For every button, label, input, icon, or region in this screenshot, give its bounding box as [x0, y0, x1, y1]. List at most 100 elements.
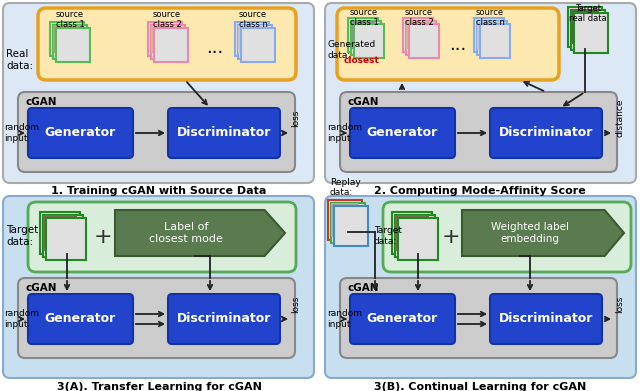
Text: 3(B). Continual Learning for cGAN: 3(B). Continual Learning for cGAN: [374, 382, 586, 391]
Bar: [571, 10, 599, 44]
FancyBboxPatch shape: [490, 294, 602, 344]
Bar: [392, 212, 432, 254]
Text: Discriminator: Discriminator: [499, 312, 593, 325]
Bar: [331, 203, 365, 243]
Text: 1. Training cGAN with Source Data: 1. Training cGAN with Source Data: [51, 186, 267, 196]
Bar: [43, 215, 77, 251]
FancyBboxPatch shape: [490, 108, 602, 158]
Text: random
input: random input: [327, 123, 362, 143]
FancyBboxPatch shape: [340, 278, 617, 358]
Text: cGAN: cGAN: [347, 97, 378, 107]
Text: source
class 1: source class 1: [349, 8, 378, 27]
Text: loss: loss: [616, 295, 625, 313]
FancyBboxPatch shape: [337, 8, 559, 80]
Text: ...: ...: [449, 36, 467, 54]
Text: 3(A). Transfer Learning for cGAN: 3(A). Transfer Learning for cGAN: [56, 382, 261, 391]
FancyBboxPatch shape: [18, 92, 295, 172]
Bar: [238, 25, 266, 53]
FancyBboxPatch shape: [340, 92, 617, 172]
Bar: [56, 28, 90, 62]
Text: distance: distance: [616, 99, 625, 137]
Bar: [238, 25, 272, 59]
Bar: [398, 218, 438, 260]
Bar: [328, 200, 362, 240]
Text: source
class 2: source class 2: [152, 10, 181, 29]
Text: Generator: Generator: [366, 127, 438, 140]
Bar: [409, 24, 439, 58]
Text: Discriminator: Discriminator: [177, 127, 271, 140]
Bar: [53, 25, 81, 53]
Text: source
class n: source class n: [476, 8, 504, 27]
Bar: [148, 22, 182, 56]
Text: Real
data:: Real data:: [6, 49, 33, 71]
Text: source
class n: source class n: [239, 10, 268, 29]
Bar: [235, 22, 269, 56]
Bar: [477, 21, 501, 49]
Bar: [50, 22, 84, 56]
FancyBboxPatch shape: [28, 294, 133, 344]
Bar: [574, 13, 608, 53]
Bar: [477, 21, 507, 55]
Text: Discriminator: Discriminator: [499, 127, 593, 140]
Text: Target
data:: Target data:: [374, 226, 402, 246]
Text: 2. Computing Mode-Affinity Score: 2. Computing Mode-Affinity Score: [374, 186, 586, 196]
Bar: [46, 218, 86, 260]
Bar: [154, 28, 188, 62]
Text: Label of
closest mode: Label of closest mode: [150, 222, 223, 244]
Text: cGAN: cGAN: [25, 97, 56, 107]
Text: random
input: random input: [4, 123, 39, 143]
Text: Target
real data: Target real data: [569, 4, 607, 23]
Bar: [331, 203, 359, 237]
Bar: [354, 24, 384, 58]
Polygon shape: [115, 210, 285, 256]
Bar: [568, 7, 602, 47]
Bar: [395, 215, 429, 251]
FancyBboxPatch shape: [18, 278, 295, 358]
Text: Target
data:: Target data:: [6, 225, 38, 247]
Polygon shape: [462, 210, 624, 256]
Text: source
class 2: source class 2: [404, 8, 433, 27]
FancyBboxPatch shape: [168, 108, 280, 158]
Text: random
input: random input: [4, 309, 39, 329]
Text: ...: ...: [206, 39, 223, 57]
FancyBboxPatch shape: [28, 108, 133, 158]
FancyBboxPatch shape: [383, 202, 631, 272]
Text: Generator: Generator: [44, 127, 116, 140]
FancyBboxPatch shape: [350, 108, 455, 158]
FancyBboxPatch shape: [325, 3, 636, 183]
FancyBboxPatch shape: [325, 196, 636, 378]
Bar: [151, 25, 185, 59]
Text: +: +: [93, 227, 112, 247]
FancyBboxPatch shape: [350, 294, 455, 344]
Bar: [351, 21, 381, 55]
Bar: [406, 21, 430, 49]
Text: closest: closest: [344, 56, 380, 65]
Bar: [334, 206, 368, 246]
Text: Replay
data:: Replay data:: [330, 178, 361, 197]
Bar: [151, 25, 179, 53]
Bar: [480, 24, 510, 58]
Text: +: +: [442, 227, 460, 247]
Text: Weighted label
embedding: Weighted label embedding: [491, 222, 569, 244]
Text: loss: loss: [291, 295, 301, 313]
Bar: [43, 215, 83, 257]
Bar: [241, 28, 275, 62]
Text: cGAN: cGAN: [347, 283, 378, 293]
Text: random
input: random input: [327, 309, 362, 329]
FancyBboxPatch shape: [38, 8, 296, 80]
Text: Generator: Generator: [366, 312, 438, 325]
Bar: [53, 25, 87, 59]
Text: source
class 1: source class 1: [56, 10, 84, 29]
Bar: [403, 18, 433, 52]
Bar: [40, 212, 80, 254]
Bar: [474, 18, 504, 52]
Text: cGAN: cGAN: [25, 283, 56, 293]
Text: Generator: Generator: [44, 312, 116, 325]
Text: Discriminator: Discriminator: [177, 312, 271, 325]
Text: loss: loss: [291, 109, 301, 127]
FancyBboxPatch shape: [3, 3, 314, 183]
Bar: [406, 21, 436, 55]
Text: Generated
data:: Generated data:: [328, 40, 376, 60]
FancyBboxPatch shape: [3, 196, 314, 378]
Bar: [351, 21, 375, 49]
